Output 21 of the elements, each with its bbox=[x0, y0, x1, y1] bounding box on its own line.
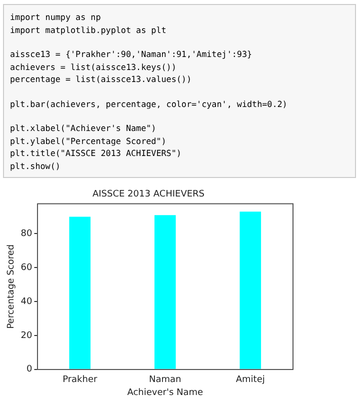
y-tick-label: 60 bbox=[20, 262, 33, 273]
x-tick-label: Prakher bbox=[62, 375, 98, 386]
text: plt.ylabel("Percentage Scored") bbox=[10, 134, 168, 147]
y-tick-label: 20 bbox=[20, 330, 33, 341]
text: percentage = list(aissce13.values()) bbox=[10, 73, 193, 86]
chart-title: AISSCE 2013 ACHIEVERS bbox=[92, 190, 205, 200]
x-tick-label: Amitej bbox=[236, 375, 265, 386]
text: plt.show() bbox=[10, 160, 62, 172]
y-tick-label: 80 bbox=[20, 229, 33, 240]
text: aissce13 = {'Prakher':90,'Naman':91,'Amitej':93} bbox=[10, 48, 254, 60]
y-axis-title: Percentage Scored bbox=[6, 244, 17, 329]
text: import matplotlib.pyplot as plt bbox=[10, 24, 168, 36]
x-axis-title: Achiever's Name bbox=[127, 388, 204, 398]
text: plt.title("AISSCE 2013 ACHIEVERS") bbox=[10, 147, 182, 160]
text: achievers = list(aissce13.keys()) bbox=[10, 60, 178, 73]
y-tick-label: 0 bbox=[26, 364, 33, 375]
text: plt.bar(achievers, percentage, color='cyan', width=0.2) bbox=[10, 98, 288, 110]
x-tick-label: Naman bbox=[149, 375, 182, 386]
y-tick-label: 40 bbox=[20, 296, 33, 307]
text: plt.xlabel("Achiever's Name") bbox=[10, 122, 158, 134]
text: import numpy as np bbox=[10, 11, 102, 24]
